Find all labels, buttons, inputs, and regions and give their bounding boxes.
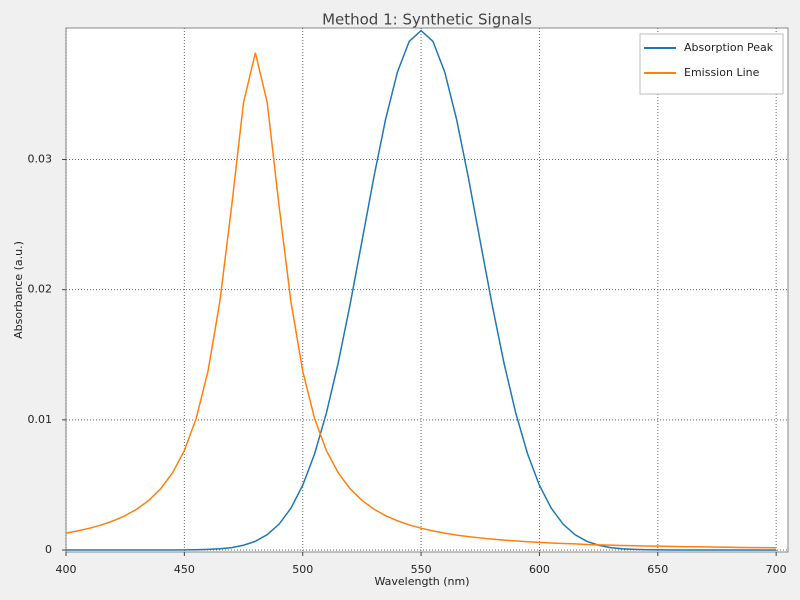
x-tick-label: 700 [766, 563, 787, 576]
y-axis-label: Absorbance (a.u.) [12, 241, 25, 339]
x-tick-label: 650 [647, 563, 668, 576]
x-tick-label: 450 [174, 563, 195, 576]
y-tick-label: 0 [45, 543, 52, 556]
x-tick-label: 600 [529, 563, 550, 576]
legend-label: Emission Line [684, 66, 760, 79]
x-axis-label: Wavelength (nm) [374, 575, 469, 588]
y-tick-label: 0.02 [28, 283, 53, 296]
x-tick-label: 400 [56, 563, 77, 576]
data-line [65, 52, 777, 549]
legend-box [639, 33, 784, 95]
legend-label: Absorption Peak [684, 41, 774, 54]
x-tick-label: 500 [292, 563, 313, 576]
x-tick-label: 550 [411, 563, 432, 576]
chart-title: Method 1: Synthetic Signals [322, 11, 532, 29]
y-tick-label: 0.03 [28, 152, 53, 165]
y-tick-label: 0.01 [28, 413, 53, 426]
data-line [66, 29, 777, 551]
